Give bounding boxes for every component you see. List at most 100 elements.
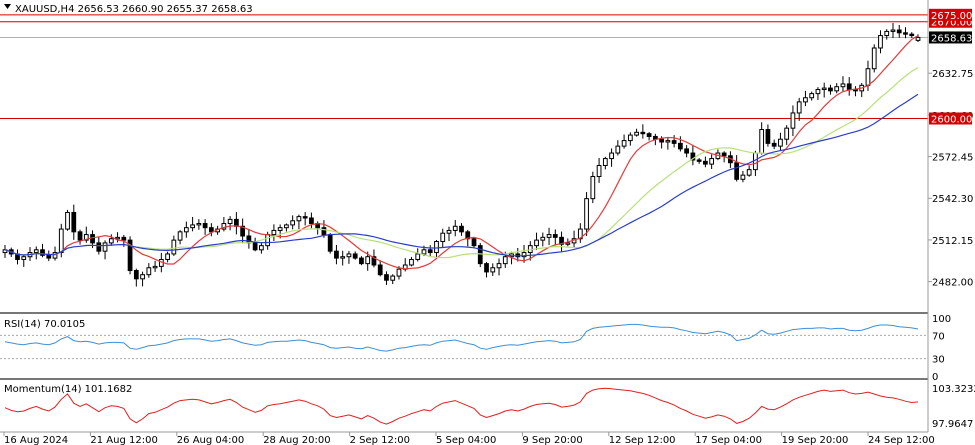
candle-body: [696, 159, 702, 162]
candle-body: [871, 47, 877, 70]
time-tick-label: 28 Aug 20:00: [263, 435, 330, 445]
time-tick-label: 24 Sep 12:00: [868, 435, 935, 445]
candle-body: [396, 268, 402, 277]
candle-body: [21, 256, 27, 260]
candle-body: [440, 232, 446, 243]
candle-body: [659, 138, 664, 143]
candle-body: [496, 263, 502, 269]
candle-body: [202, 223, 208, 229]
momentum-tick-label: 97.9647: [932, 419, 973, 430]
candle-body: [196, 223, 202, 226]
candle-body: [284, 224, 289, 229]
momentum-panel[interactable]: Momentum(14) 101.1682: [4, 384, 919, 425]
level-label-box: [929, 8, 972, 21]
rsi-label: RSI(14) 70.0105: [4, 319, 85, 330]
time-tick-label: 19 Sep 20:00: [782, 435, 849, 445]
price-tick-label: 2632.75: [932, 69, 973, 80]
candle-body: [627, 134, 633, 142]
moving-average-line: [4, 35, 919, 270]
rsi-axis: 100 70 30 0: [932, 314, 951, 383]
candle-body: [828, 87, 833, 92]
candle-body: [615, 145, 621, 154]
candle-body: [133, 270, 139, 280]
candle-body: [365, 256, 371, 265]
candle-body: [609, 152, 614, 160]
candle-body: [146, 267, 152, 276]
candle-body: [321, 227, 327, 236]
level-label: 2675.00: [931, 11, 972, 22]
rsi-panel[interactable]: RSI(14) 70.0105: [0, 319, 928, 360]
candle-body: [208, 227, 214, 233]
candle-body: [352, 253, 358, 259]
candle-body: [803, 97, 808, 103]
candle-body: [302, 216, 308, 219]
rsi-tick-label: 30: [932, 355, 945, 366]
rsi-tick-label: 70: [932, 331, 945, 342]
candle-body: [759, 129, 765, 154]
candle-body: [452, 225, 458, 231]
candle-body: [477, 245, 483, 265]
level-label-box: [929, 112, 972, 125]
price-panel[interactable]: [0, 14, 928, 287]
candle-body: [183, 227, 189, 233]
candle-body: [259, 245, 264, 251]
candle-body: [165, 253, 170, 260]
price-tick-label: 2512.15: [932, 236, 973, 247]
candle-body: [465, 231, 471, 240]
candle-body: [596, 164, 602, 178]
candle-body: [377, 264, 383, 276]
time-tick-label: 17 Sep 04:00: [695, 435, 762, 445]
candle-body: [384, 274, 389, 281]
candle-body: [71, 211, 77, 233]
candle-body: [502, 256, 508, 265]
candle-body: [690, 152, 696, 161]
candle-body: [665, 140, 671, 143]
time-tick-label: 16 Aug 2024: [4, 435, 68, 445]
candle-body: [846, 83, 852, 90]
current-price-label-box: [929, 31, 972, 44]
candle-body: [121, 236, 127, 241]
candle-body: [646, 133, 652, 137]
time-tick-label: 26 Aug 04:00: [177, 435, 244, 445]
candle-body: [778, 138, 783, 147]
candle-body: [334, 250, 339, 259]
candle-body: [546, 234, 552, 238]
candle-body: [890, 29, 896, 32]
symbol-dropdown-icon[interactable]: [4, 4, 11, 9]
candle-body: [40, 249, 45, 256]
candle-body: [296, 216, 302, 222]
rsi-tick-label: 0: [932, 372, 938, 383]
time-tick-label: 2 Sep 12:00: [350, 435, 410, 445]
candle-body: [359, 257, 364, 265]
candle-body: [840, 83, 846, 88]
time-tick-label: 5 Sep 04:00: [436, 435, 496, 445]
candle-body: [290, 220, 296, 226]
price-tick-label: 2542.30: [932, 194, 973, 205]
candle-body: [177, 231, 183, 241]
candle-body: [765, 129, 771, 144]
candle-body: [390, 275, 396, 281]
candle-body: [734, 162, 740, 180]
candle-body: [521, 252, 527, 258]
candle-body: [909, 33, 915, 37]
candle-body: [340, 256, 346, 259]
candle-body: [265, 234, 271, 247]
candle-body: [227, 218, 233, 225]
candle-body: [421, 249, 427, 255]
candle-body: [534, 239, 539, 247]
candle-body: [271, 229, 277, 236]
candle-body: [171, 239, 177, 255]
candle-body: [621, 140, 627, 147]
candle-body: [796, 101, 802, 114]
candle-body: [33, 249, 39, 254]
momentum-line: [4, 387, 919, 425]
candle-body: [834, 86, 840, 92]
candle-body: [434, 241, 439, 254]
candle-body: [484, 263, 489, 273]
momentum-label: Momentum(14) 101.1682: [4, 384, 132, 395]
candle-body: [590, 176, 596, 200]
candle-body: [584, 198, 589, 230]
candle-body: [471, 238, 477, 247]
candle-body: [671, 140, 677, 144]
